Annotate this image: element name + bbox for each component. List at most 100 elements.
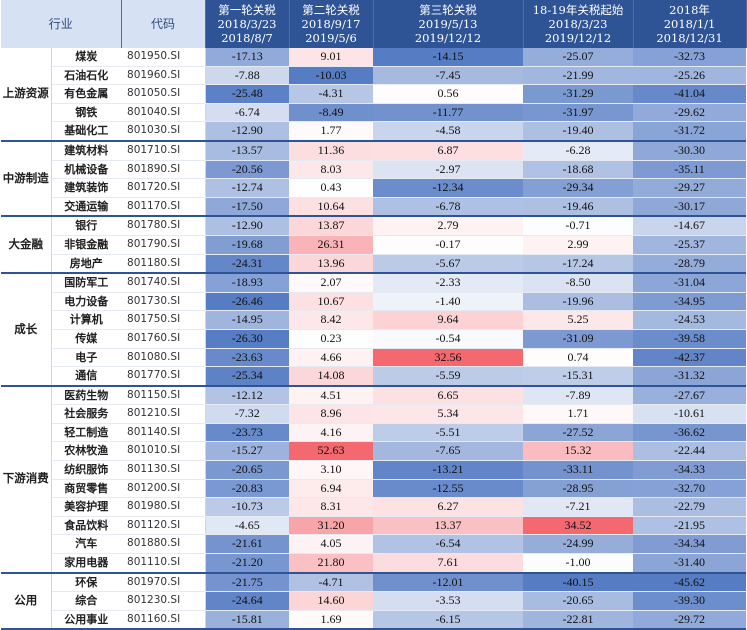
return-value-cell: 0.23 xyxy=(289,329,374,349)
table-header: 行业 代码 第一轮关税 2018/3/23 2018/8/7 第二轮关税 2018/9/17… xyxy=(1,0,747,48)
industry-name: 钢铁 xyxy=(51,103,122,123)
return-value-cell: -18.68 xyxy=(523,160,634,180)
return-value-cell: -0.54 xyxy=(373,329,524,349)
industry-name: 建筑装饰 xyxy=(51,178,122,198)
return-value-cell: -25.48 xyxy=(205,84,290,104)
return-value-cell: -8.50 xyxy=(523,273,634,293)
return-value-cell: -31.40 xyxy=(633,553,747,574)
return-value-cell: 13.87 xyxy=(289,216,374,236)
industry-code: 801720.SI xyxy=(121,178,206,198)
return-value-cell: -15.81 xyxy=(205,610,290,630)
industry-name: 银行 xyxy=(51,216,122,236)
return-value-cell: -23.73 xyxy=(205,423,290,443)
return-value-cell: -1.40 xyxy=(373,292,524,312)
return-value-cell: -19.40 xyxy=(523,121,634,142)
return-value-cell: 52.63 xyxy=(289,441,374,462)
table-row: 农林牧渔 801010.SI -15.27 52.63 -7.65 15.32 -22.44… xyxy=(1,441,747,462)
return-value-cell: -29.27 xyxy=(633,178,747,198)
return-value-cell: -6.54 xyxy=(373,534,524,555)
return-value-cell: 6.27 xyxy=(373,497,524,517)
return-value-cell: -14.15 xyxy=(373,48,524,67)
header-line: 2018/12/31 xyxy=(656,31,723,45)
return-value-cell: 26.31 xyxy=(289,235,374,255)
return-value-cell: -29.72 xyxy=(633,610,747,630)
header-line: 第二轮关税 xyxy=(302,3,360,17)
return-value-cell: -7.89 xyxy=(523,385,634,406)
return-value-cell: -24.53 xyxy=(633,310,747,330)
table-row: 交通运输 801170.SI -17.50 10.64 -6.78 -19.46 -30.1… xyxy=(1,197,747,218)
return-value-cell: -4.58 xyxy=(373,121,524,142)
header-cell: 第一轮关税 2018/3/23 2018/8/7 xyxy=(205,0,290,48)
return-value-cell: 9.64 xyxy=(373,310,524,330)
return-value-cell: 21.80 xyxy=(289,553,374,574)
return-value-cell: 2.79 xyxy=(373,216,524,236)
industry-name: 轻工制造 xyxy=(51,423,122,443)
industry-code: 801080.SI xyxy=(121,348,206,368)
return-value-cell: -2.33 xyxy=(373,273,524,293)
return-value-cell: 1.71 xyxy=(523,404,634,424)
header-line: 第三轮关税 xyxy=(419,3,477,17)
return-value-cell: -25.37 xyxy=(633,235,747,255)
table-row: 传媒801760.SI-26.300.23-0.54-31.09-39.5821… xyxy=(1,329,747,349)
return-value-cell: -20.83 xyxy=(205,479,290,499)
industry-name: 煤炭 xyxy=(51,48,122,67)
industry-code: 801770.SI xyxy=(121,366,206,387)
return-value-cell: 4.16 xyxy=(289,423,374,443)
return-value-cell: -7.65 xyxy=(373,441,524,462)
return-value-cell: -6.74 xyxy=(205,103,290,123)
return-value-cell: 8.96 xyxy=(289,404,374,424)
return-value-cell: -32.73 xyxy=(633,48,747,67)
return-value-cell: 1.77 xyxy=(289,121,374,142)
industry-code: 801740.SI xyxy=(121,273,206,293)
return-value-cell: -5.51 xyxy=(373,423,524,443)
header-line: 2018年 xyxy=(669,3,710,17)
industry-code: 801030.SI xyxy=(121,121,206,142)
industry-name: 美容护理 xyxy=(51,497,122,517)
industry-code: 801210.SI xyxy=(121,404,206,424)
industry-code: 801150.SI xyxy=(121,385,206,406)
industry-code: 801120.SI xyxy=(121,516,206,536)
return-value-cell: -4.31 xyxy=(289,84,374,104)
industry-name: 社会服务 xyxy=(51,404,122,424)
return-value-cell: -31.29 xyxy=(523,84,634,104)
industry-name: 基础化工 xyxy=(51,121,122,142)
return-value-cell: 34.52 xyxy=(523,516,634,536)
industry-code: 801890.SI xyxy=(121,160,206,180)
header-line: 18-19年关税起始 xyxy=(532,3,624,17)
header-line: 2019/5/6 xyxy=(305,31,357,45)
table-row: 钢铁801040.SI-6.74-8.49-11.77-31.97-29.62-… xyxy=(1,103,747,123)
table-row: 大金融 银行 801780.SI -12.90 13.87 2.79 -0.71 -14.67… xyxy=(1,216,747,275)
return-value-cell: -31.97 xyxy=(523,103,634,123)
return-value-cell: 8.42 xyxy=(289,310,374,330)
return-value-cell: -14.67 xyxy=(633,216,747,236)
return-value-cell: -7.32 xyxy=(205,404,290,424)
return-value-cell: -12.01 xyxy=(373,572,524,593)
return-value-cell: -14.95 xyxy=(205,310,290,330)
header-line: 2019/12/12 xyxy=(414,31,482,45)
return-value-cell: -45.62 xyxy=(633,572,747,593)
header-row: 行业 代码 第一轮关税 2018/3/23 2018/8/7 第二轮关税 2018/9/17… xyxy=(1,0,747,48)
return-value-cell: 0.56 xyxy=(373,84,524,104)
return-value-cell: -21.99 xyxy=(523,66,634,86)
industry-name: 公用事业 xyxy=(51,610,122,630)
return-value-cell: -41.04 xyxy=(633,84,747,104)
table-row: 上游资源 煤炭 801950.SI -17.13 9.01 -14.15 -25.07 -32… xyxy=(1,48,747,142)
return-value-cell: 4.66 xyxy=(289,348,374,368)
return-value-cell: -35.11 xyxy=(633,160,747,180)
industry-code: 801110.SI xyxy=(121,553,206,574)
return-value-cell: -20.56 xyxy=(205,160,290,180)
industry-code: 801790.SI xyxy=(121,235,206,255)
industry-code: 801730.SI xyxy=(121,292,206,312)
header-cell: 第三轮关税 2019/5/13 2019/12/12 xyxy=(373,0,524,48)
table-row: 机械设备 801890.SI -20.56 8.03 -2.97 -18.68 -35.11… xyxy=(1,160,747,180)
return-value-cell: -24.99 xyxy=(523,534,634,555)
industry-name: 机械设备 xyxy=(51,160,122,180)
table-body: 上游资源 煤炭 801950.SI -17.13 9.01 -14.15 -25.07 -32… xyxy=(1,48,747,630)
table-row: 社会服务801210.SI-7.328.965.341.71-10.6127.9… xyxy=(1,404,747,424)
return-value-cell: 13.37 xyxy=(373,516,524,536)
industry-code: 801750.SI xyxy=(121,310,206,330)
group-label: 公用 xyxy=(1,572,52,630)
return-value-cell: 13.96 xyxy=(289,254,374,275)
return-value-cell: -26.46 xyxy=(205,292,290,312)
industry-code: 801130.SI xyxy=(121,460,206,480)
